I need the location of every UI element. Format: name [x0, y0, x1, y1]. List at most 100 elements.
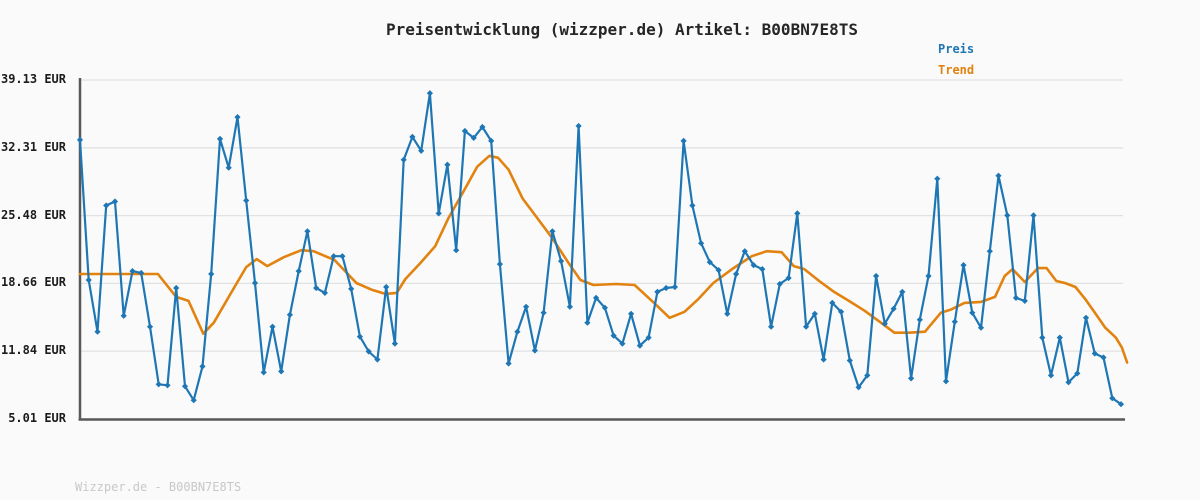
data-point-marker [636, 342, 643, 349]
data-point-marker [942, 378, 950, 385]
data-point-marker [1004, 212, 1011, 219]
data-point-marker [540, 309, 547, 316]
data-point-marker [733, 270, 740, 278]
data-point-marker [776, 280, 783, 288]
data-point-marker [155, 381, 162, 388]
data-point-marker [138, 269, 145, 277]
data-point-marker [190, 397, 197, 404]
data-point-marker [899, 288, 906, 295]
data-point-marker [208, 270, 215, 278]
data-point-marker [951, 318, 958, 325]
data-point-marker [146, 323, 154, 330]
data-point-marker [304, 228, 311, 235]
data-point-marker [575, 122, 582, 130]
data-point-marker [295, 268, 302, 275]
data-point-marker [339, 253, 346, 260]
data-point-marker [890, 305, 897, 312]
data-point-marker [94, 328, 101, 335]
data-point-marker [759, 266, 766, 273]
data-point-marker [601, 304, 608, 311]
data-point-marker [706, 259, 713, 266]
data-point-marker [1047, 372, 1055, 379]
data-point-marker [873, 272, 880, 280]
data-point-marker [514, 328, 521, 335]
data-point-marker [216, 135, 224, 142]
preis-line [78, 92, 1123, 406]
y-tick-label: 11.84 EUR [0, 343, 66, 358]
data-point-marker [418, 147, 425, 154]
data-point-marker [741, 248, 748, 255]
data-point-marker [321, 289, 328, 296]
data-point-marker [374, 356, 381, 363]
y-tick-label: 25.48 EUR [0, 207, 66, 222]
data-point-marker [846, 357, 853, 364]
data-point-marker [1091, 350, 1098, 357]
data-point-marker [488, 137, 495, 144]
data-point-marker [750, 262, 757, 269]
data-point-marker [120, 312, 127, 319]
chart-title: Preisentwicklung (wizzper.de) Artikel: B… [385, 20, 858, 39]
data-point-marker [523, 303, 530, 310]
data-point-marker [391, 340, 398, 347]
data-point-marker [558, 258, 565, 265]
data-point-marker [960, 262, 967, 269]
data-point-marker [881, 320, 888, 327]
watermark-text: Wizzper.de - B00BN7E8TS [75, 480, 242, 494]
data-point-marker [313, 284, 320, 292]
data-point-marker [566, 303, 573, 310]
legend-item-trend: Trend [938, 63, 975, 77]
legend-item-preis: Preis [938, 42, 975, 56]
data-point-marker [986, 248, 993, 255]
data-point-marker [855, 384, 862, 391]
data-point-marker [426, 90, 433, 97]
data-point-marker [103, 202, 110, 209]
data-point-marker [1021, 297, 1028, 304]
data-point-marker [820, 356, 827, 363]
data-point-marker [356, 333, 363, 340]
data-point-marker [260, 369, 267, 376]
y-tick-label: 18.66 EUR [0, 275, 66, 290]
legend: Preis Trend [938, 39, 974, 81]
data-point-marker [251, 279, 259, 287]
data-point-marker [785, 274, 792, 282]
data-point-marker [698, 240, 705, 247]
data-point-marker [129, 268, 136, 275]
data-point-marker [593, 294, 600, 301]
data-point-marker [654, 288, 661, 295]
data-point-marker [461, 127, 468, 135]
data-point-marker [715, 267, 722, 274]
data-point-marker [995, 172, 1002, 179]
data-point-marker [768, 323, 775, 330]
data-point-marker [164, 382, 171, 389]
data-point-marker [111, 198, 119, 205]
data-point-marker [409, 133, 416, 140]
data-point-marker [908, 375, 915, 382]
data-point-marker [829, 299, 836, 306]
data-point-marker [76, 136, 84, 143]
y-tick-label: 5.01 EUR [8, 411, 66, 425]
data-point-marker [444, 161, 451, 168]
data-point-marker [610, 332, 617, 339]
data-point-marker [269, 323, 276, 330]
preis-markers [76, 90, 1125, 408]
data-point-marker [365, 348, 372, 355]
data-point-marker [1012, 294, 1020, 301]
data-point-marker [286, 311, 293, 318]
y-tick-label: 39.13 EUR [0, 72, 66, 86]
data-point-marker [645, 334, 652, 341]
data-point-marker [1039, 334, 1046, 341]
data-point-marker [85, 276, 92, 284]
data-point-marker [969, 309, 976, 316]
data-point-marker [671, 283, 678, 291]
data-point-marker [977, 324, 985, 331]
data-point-marker [619, 340, 626, 347]
data-point-marker [584, 319, 591, 326]
data-point-marker [1117, 401, 1125, 408]
data-point-marker [689, 202, 696, 209]
data-point-marker [549, 228, 556, 235]
data-point-marker [1030, 212, 1037, 219]
data-point-marker [1109, 395, 1116, 402]
data-point-marker [934, 175, 941, 182]
